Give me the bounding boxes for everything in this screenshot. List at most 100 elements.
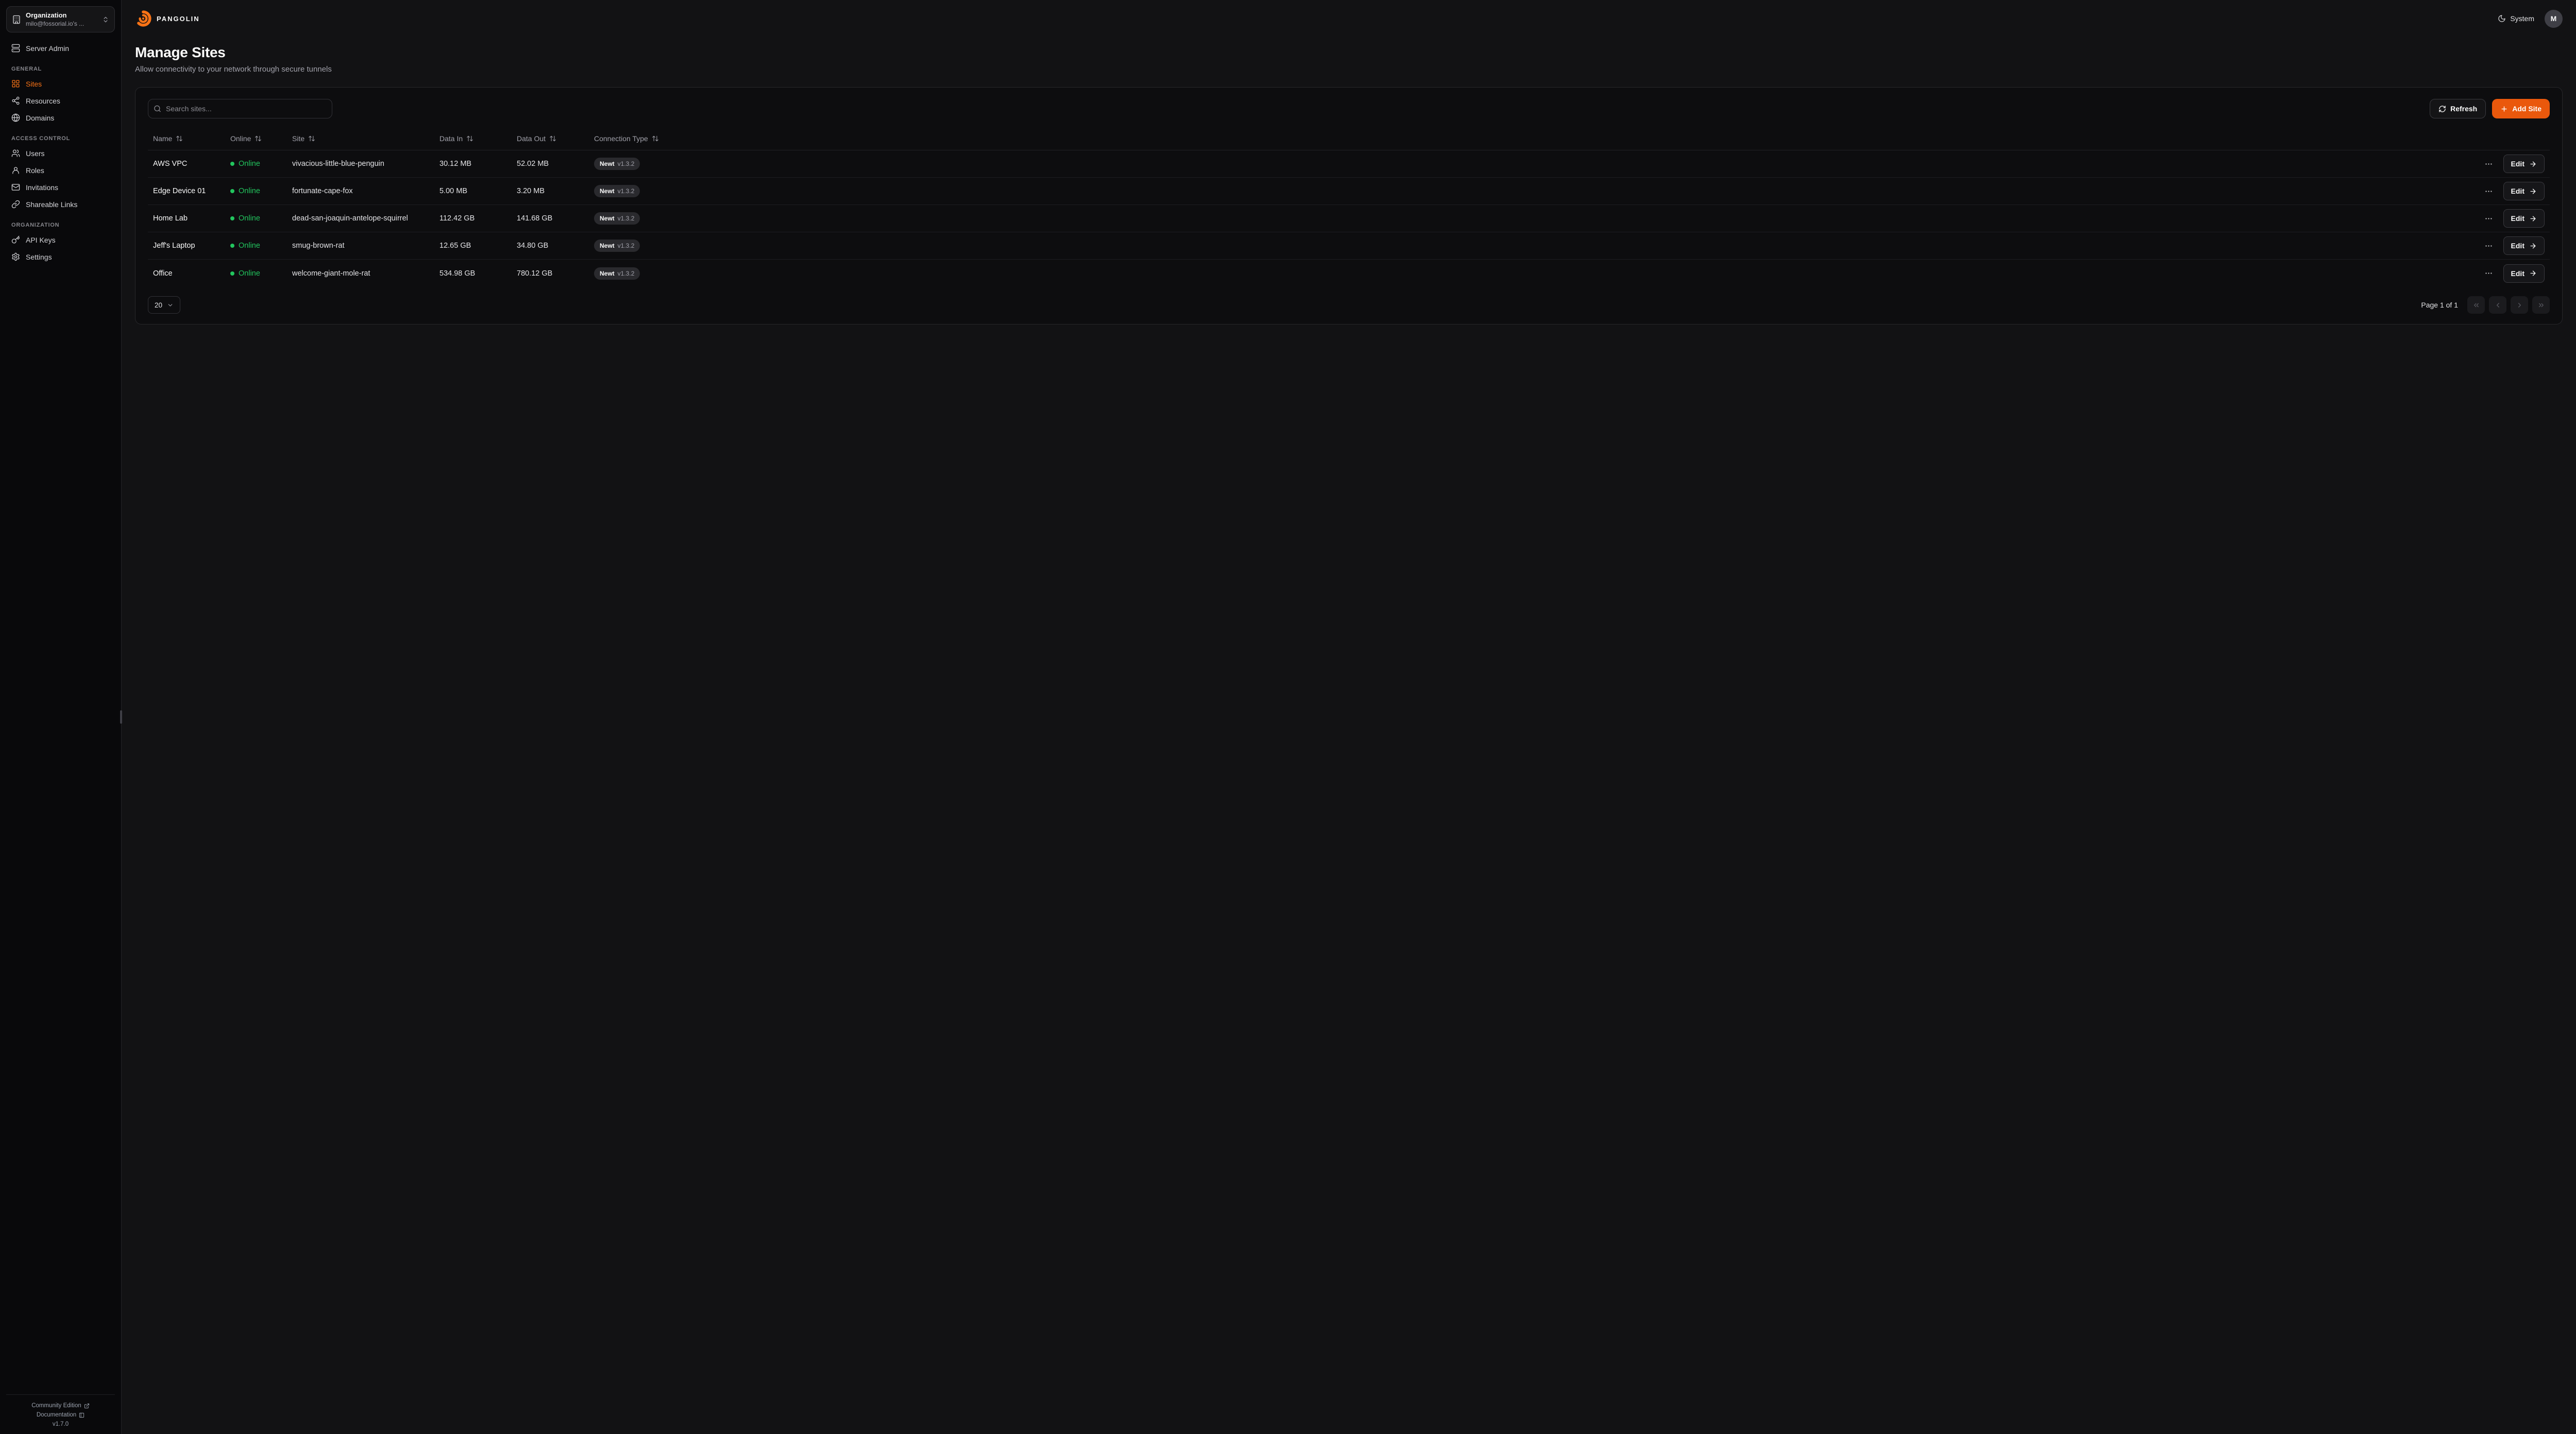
moon-icon <box>2498 14 2506 23</box>
column-header-data-out[interactable]: Data Out <box>517 134 594 143</box>
org-selector[interactable]: Organization milo@fossorial.io's ... <box>6 6 115 32</box>
edit-label: Edit <box>2511 160 2524 168</box>
column-label: Name <box>153 134 173 143</box>
org-title: Organization <box>26 11 67 19</box>
sidebar-item-resources[interactable]: Resources <box>6 92 115 109</box>
main-area: PANGOLIN System M Manage Sites Allow con… <box>122 0 2576 1434</box>
resources-share-icon <box>11 96 20 105</box>
connection-type-cell: Newt v1.3.2 <box>594 212 713 225</box>
sidebar-item-users[interactable]: Users <box>6 145 115 162</box>
page-info: Page 1 of 1 <box>2421 301 2458 309</box>
sort-icon <box>308 135 315 142</box>
ellipsis-icon <box>2484 269 2493 278</box>
sidebar-item-settings[interactable]: Settings <box>6 248 115 265</box>
sidebar-nav: Server Admin GENERAL Sites Resources Dom… <box>6 40 115 265</box>
search-input[interactable] <box>148 99 332 118</box>
page-size-select[interactable]: 20 <box>148 296 181 314</box>
online-dot-icon <box>230 271 234 276</box>
pangolin-logo-icon <box>135 10 151 27</box>
page-subtitle: Allow connectivity to your network throu… <box>135 65 332 74</box>
row-actions: Edit <box>713 209 2545 228</box>
gear-icon <box>11 252 20 261</box>
external-link-icon <box>84 1403 90 1409</box>
edit-button[interactable]: Edit <box>2503 264 2545 283</box>
refresh-label: Refresh <box>2450 105 2478 113</box>
sidebar-item-roles[interactable]: Roles <box>6 162 115 179</box>
column-header-online[interactable]: Online <box>230 134 292 143</box>
online-label: Online <box>239 242 260 250</box>
first-page-button[interactable] <box>2467 296 2485 314</box>
sidebar-item-sites[interactable]: Sites <box>6 75 115 92</box>
sidebar-item-server-admin[interactable]: Server Admin <box>6 40 115 57</box>
table-row: Jeff's Laptop Online smug-brown-rat 12.6… <box>148 232 2550 260</box>
ellipsis-icon <box>2484 160 2493 168</box>
version-label: v1.7.0 <box>52 1421 69 1427</box>
theme-toggle[interactable]: System <box>2498 14 2534 23</box>
sites-card: Refresh Add Site Name Onl <box>135 87 2563 325</box>
sidebar-item-shareable-links[interactable]: Shareable Links <box>6 196 115 213</box>
page-title: Manage Sites <box>135 44 226 60</box>
arrow-right-icon <box>2529 187 2537 195</box>
connection-type-cell: Newt v1.3.2 <box>594 267 713 280</box>
data-out: 3.20 MB <box>517 187 545 195</box>
online-label: Online <box>239 160 260 168</box>
table-footer: 20 Page 1 of 1 <box>148 296 2550 314</box>
online-status: Online <box>230 242 292 250</box>
org-text: Organization milo@fossorial.io's ... <box>26 11 97 27</box>
building-icon <box>12 15 21 24</box>
column-header-name[interactable]: Name <box>153 134 230 143</box>
sidebar-item-label: Shareable Links <box>26 200 78 209</box>
roles-user-icon <box>11 166 20 175</box>
theme-label: System <box>2510 14 2534 23</box>
sort-icon <box>652 135 659 142</box>
sort-icon <box>466 135 473 142</box>
next-page-button[interactable] <box>2511 296 2528 314</box>
table-row: Edge Device 01 Online fortunate-cape-fox… <box>148 178 2550 205</box>
online-status: Online <box>230 214 292 223</box>
edit-button[interactable]: Edit <box>2503 209 2545 228</box>
row-menu-button[interactable] <box>2482 267 2495 280</box>
chevron-left-icon <box>2494 301 2502 309</box>
edit-button[interactable]: Edit <box>2503 155 2545 173</box>
connection-version: v1.3.2 <box>617 242 635 249</box>
documentation-link[interactable]: Documentation <box>6 1410 115 1420</box>
sidebar-item-api-keys[interactable]: API Keys <box>6 231 115 248</box>
site-slug: welcome-giant-mole-rat <box>292 269 370 278</box>
community-edition-link[interactable]: Community Edition <box>6 1401 115 1410</box>
key-icon <box>11 235 20 244</box>
sidebar-item-label: Server Admin <box>26 44 70 53</box>
column-header-connection-type[interactable]: Connection Type <box>594 134 713 143</box>
data-out: 780.12 GB <box>517 269 553 278</box>
avatar[interactable]: M <box>2545 9 2563 28</box>
row-menu-button[interactable] <box>2482 212 2495 225</box>
sort-icon <box>176 135 183 142</box>
sidebar-item-invitations[interactable]: Invitations <box>6 179 115 196</box>
row-menu-button[interactable] <box>2482 240 2495 252</box>
edit-button[interactable]: Edit <box>2503 236 2545 255</box>
sidebar-resize-handle[interactable] <box>120 710 122 724</box>
data-out: 52.02 MB <box>517 160 549 168</box>
ellipsis-icon <box>2484 214 2493 223</box>
connection-version: v1.3.2 <box>617 187 635 195</box>
connection-type-cell: Newt v1.3.2 <box>594 185 713 197</box>
refresh-button[interactable]: Refresh <box>2430 99 2486 118</box>
table-header-row: Name Online Site Data In Data Out <box>148 127 2550 150</box>
connection-type-cell: Newt v1.3.2 <box>594 158 713 170</box>
chevrons-left-icon <box>2472 301 2480 309</box>
data-out: 141.68 GB <box>517 214 553 223</box>
connection-type-badge: Newt v1.3.2 <box>594 158 640 170</box>
sidebar-item-domains[interactable]: Domains <box>6 109 115 126</box>
row-menu-button[interactable] <box>2482 158 2495 170</box>
edit-button[interactable]: Edit <box>2503 182 2545 200</box>
site-slug: vivacious-little-blue-penguin <box>292 160 384 168</box>
add-site-label: Add Site <box>2512 105 2541 113</box>
sidebar-item-label: API Keys <box>26 235 56 244</box>
pager-buttons <box>2467 296 2550 314</box>
last-page-button[interactable] <box>2532 296 2550 314</box>
sidebar-item-label: Invitations <box>26 183 59 192</box>
row-menu-button[interactable] <box>2482 185 2495 198</box>
column-header-site[interactable]: Site <box>292 134 439 143</box>
column-header-data-in[interactable]: Data In <box>439 134 517 143</box>
prev-page-button[interactable] <box>2489 296 2506 314</box>
add-site-button[interactable]: Add Site <box>2492 99 2550 118</box>
